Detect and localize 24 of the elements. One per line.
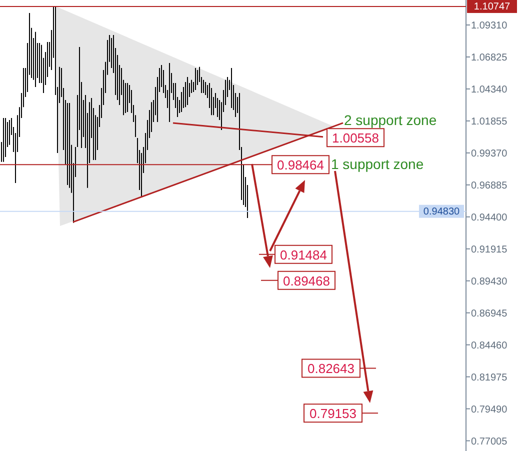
annotation: 2 support zone [344,112,437,128]
y-tick-label: 0.99370 [471,148,508,160]
annotation: 0.89468 [283,272,330,288]
y-tick-label: 1.09310 [471,20,508,32]
ref-line-label: 0.98464 [277,157,324,172]
annotation: 1.00558 [332,130,379,146]
y-tick-label: 0.77005 [471,436,508,448]
y-tick-label: 1.01855 [471,116,508,128]
annotation: 1 support zone [331,156,424,172]
y-tick-label: 0.84460 [471,340,508,352]
ref-line-label: 0.94830 [423,206,460,217]
y-tick-label: 0.89430 [471,276,508,288]
y-tick-label: 1.06825 [471,52,508,64]
y-tick-label: 1.04340 [471,84,508,96]
y-tick-label: 0.96885 [471,180,508,192]
annotation: 0.79153 [310,406,356,421]
y-tick-label: 0.91915 [471,244,508,256]
annotation: 0.82643 [308,360,354,376]
y-tick-label: 0.81975 [471,372,508,384]
ref-line-label: 1.10747 [474,0,511,12]
y-tick-label: 0.79490 [471,404,508,416]
y-tick-label: 0.94400 [471,212,508,224]
annotation: 0.91484 [280,246,327,262]
y-tick-label: 0.86945 [471,308,508,320]
